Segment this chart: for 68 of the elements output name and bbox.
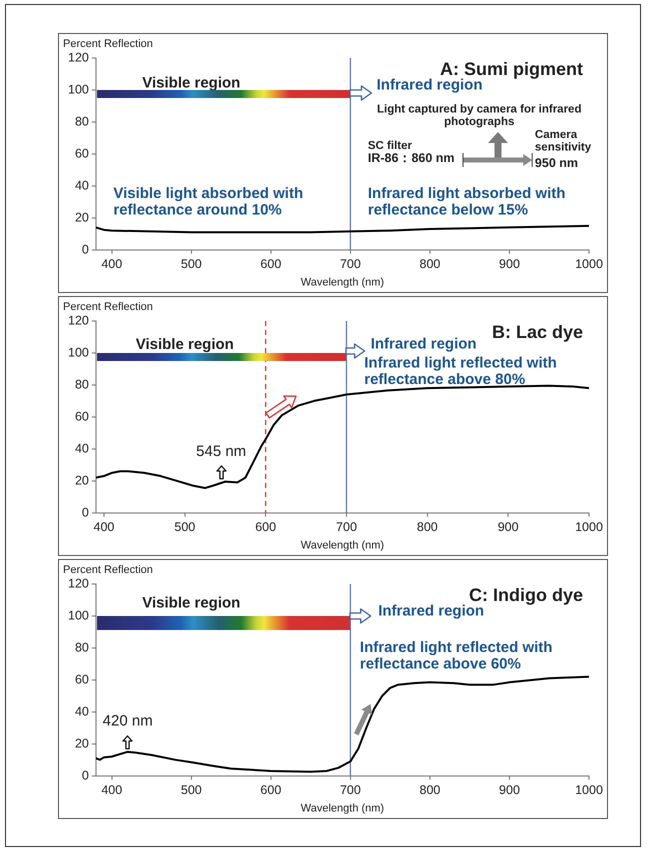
y-tick-label: 0: [82, 768, 89, 782]
annotation: 545 nm: [196, 443, 246, 460]
y-tick-label: 40: [74, 441, 89, 456]
y-tick-label: 0: [82, 505, 89, 520]
y-tick-label: 100: [68, 345, 89, 360]
x-axis-title: Wavelength (nm): [300, 802, 384, 814]
x-tick-label: 500: [180, 256, 202, 271]
x-tick-label: 1000: [575, 520, 603, 534]
y-tick-label: 100: [68, 608, 89, 622]
annotation: Infrared region: [370, 335, 477, 352]
y-axis-title: Percent Reflection: [63, 564, 153, 576]
annotation: IR-86：860 nm: [368, 151, 455, 166]
annotation: Visible region: [136, 336, 234, 354]
x-axis-title: Wavelength (nm): [300, 276, 384, 288]
y-tick-label: 40: [74, 178, 89, 192]
annotation: SC filter: [368, 140, 412, 152]
chart-title: C: Indigo dye: [469, 584, 583, 605]
annotation: 950 nm: [534, 156, 578, 170]
x-tick-label: 400: [101, 782, 122, 797]
x-tick-label: 400: [101, 256, 122, 271]
y-tick-label: 80: [74, 377, 89, 392]
annotation: Infrared region: [376, 76, 482, 94]
x-tick-label: 500: [180, 782, 202, 797]
y-tick-label: 80: [74, 114, 89, 128]
x-tick-label: 800: [416, 520, 438, 534]
y-tick-label: 20: [74, 473, 89, 488]
annotation: 420 nm: [102, 712, 153, 730]
x-tick-label: 600: [255, 520, 276, 534]
y-tick-label: 60: [74, 672, 89, 686]
y-axis-title: Percent Reflection: [63, 301, 153, 314]
x-tick-label: 700: [340, 782, 361, 797]
annotation: Infrared region: [378, 602, 484, 620]
y-tick-label: 120: [68, 576, 89, 590]
y-tick-label: 120: [68, 50, 89, 64]
y-tick-label: 80: [74, 640, 89, 654]
y-axis-title: Percent Reflection: [63, 38, 153, 50]
x-tick-label: 500: [174, 520, 196, 534]
x-tick-label: 600: [260, 782, 282, 797]
annotation: Infrared light absorbed with reflectance below 15%: [368, 185, 566, 218]
y-tick-label: 20: [74, 736, 89, 750]
x-tick-label: 600: [260, 256, 282, 271]
y-tick-label: 20: [74, 210, 89, 224]
annotation: Infrared light reflected with reflectance above 60%: [360, 639, 552, 673]
x-axis-title: Wavelength (nm): [300, 539, 384, 552]
x-tick-label: 700: [336, 520, 357, 534]
annotation: Visible region: [142, 74, 240, 92]
y-tick-label: 60: [74, 146, 89, 160]
x-tick-label: 900: [498, 520, 519, 534]
chart-title: B: Lac dye: [492, 322, 583, 342]
y-tick-label: 60: [74, 409, 89, 424]
x-tick-label: 700: [340, 256, 361, 271]
y-tick-label: 100: [68, 82, 89, 96]
annotation: Visible region: [142, 594, 240, 612]
annotation: Camera sensitivity: [534, 128, 592, 154]
y-tick-label: 0: [82, 242, 89, 256]
x-tick-label: 1000: [575, 782, 603, 797]
x-tick-label: 900: [499, 256, 520, 271]
x-tick-label: 400: [94, 520, 114, 534]
annotation: Visible light absorbed with reflectance around 10%: [113, 185, 304, 218]
chart-title: A: Sumi pigment: [440, 58, 584, 79]
x-tick-label: 800: [419, 782, 440, 797]
y-tick-label: 40: [74, 704, 89, 718]
x-tick-label: 900: [499, 782, 520, 797]
annotation: Infrared light reflected with reflectance above 80%: [364, 354, 557, 388]
x-tick-label: 1000: [575, 256, 603, 271]
annotation: Light captured by camera for infrared photographs: [376, 103, 582, 128]
y-tick-label: 120: [68, 313, 89, 328]
x-tick-label: 800: [419, 256, 440, 271]
